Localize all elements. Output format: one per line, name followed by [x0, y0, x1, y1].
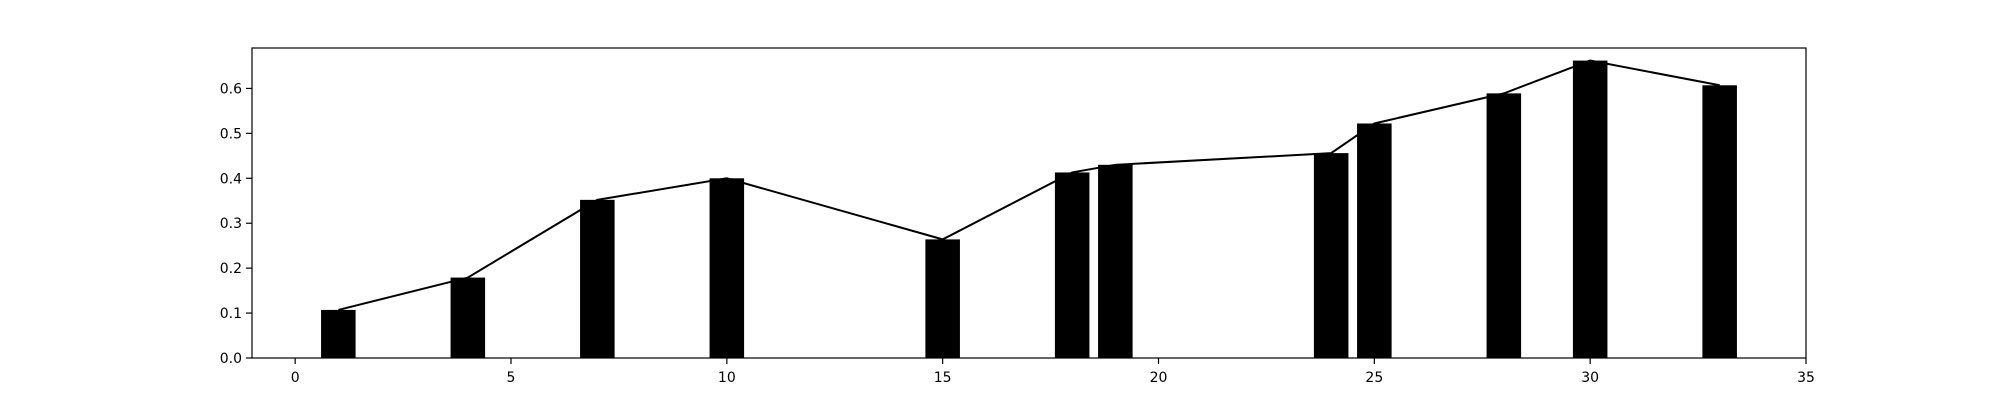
x-tick-label: 30	[1581, 370, 1599, 386]
bar	[1313, 153, 1349, 358]
line-group	[338, 59, 1720, 311]
x-tick-label: 5	[507, 370, 516, 386]
x-tick-label: 15	[934, 370, 952, 386]
bar	[1702, 85, 1737, 358]
bar	[1486, 93, 1522, 359]
x-tick-label: 0	[291, 370, 300, 386]
bars-group	[321, 60, 1737, 359]
bar	[1572, 60, 1608, 358]
bar	[709, 178, 745, 358]
bar	[580, 199, 615, 358]
x-tick-label: 35	[1797, 370, 1815, 386]
bar	[1357, 123, 1392, 358]
y-tick-label: 0.6	[220, 81, 242, 97]
y-tick-label: 0.4	[220, 171, 242, 187]
y-tick-label: 0.0	[220, 351, 242, 367]
bar	[925, 239, 960, 358]
x-tick-label: 10	[718, 370, 736, 386]
bar	[1098, 164, 1133, 358]
y-tick-label: 0.3	[220, 216, 242, 232]
x-tick-label: 25	[1365, 370, 1383, 386]
y-tick-label: 0.5	[220, 126, 242, 142]
series-line	[338, 59, 1720, 311]
x-axis: 0 5 10 15 20 25 30 35	[291, 358, 1815, 386]
y-axis: 0.0 0.1 0.2 0.3 0.4 0.5 0.6	[220, 81, 252, 367]
bar	[1054, 172, 1090, 358]
y-tick-label: 0.1	[220, 306, 242, 322]
plot-frame	[251, 47, 1807, 359]
bar	[321, 309, 356, 358]
y-tick-label: 0.2	[220, 261, 242, 277]
bar	[450, 277, 486, 358]
x-tick-label: 20	[1150, 370, 1168, 386]
